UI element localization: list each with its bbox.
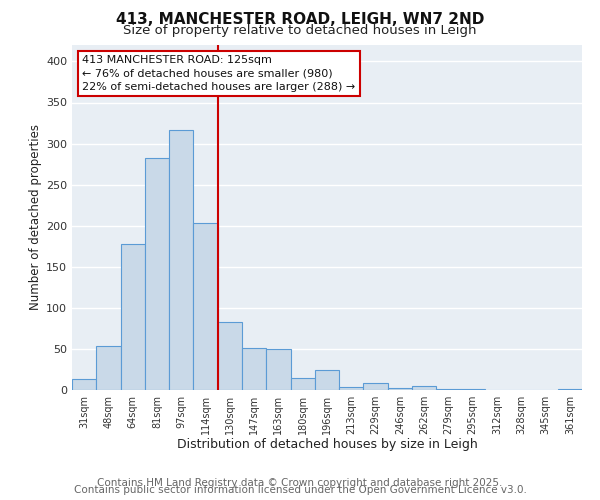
Bar	[266, 349, 290, 390]
Bar	[121, 244, 145, 390]
Bar	[72, 380, 96, 390]
Bar	[315, 370, 339, 390]
Text: 413, MANCHESTER ROAD, LEIGH, WN7 2ND: 413, MANCHESTER ROAD, LEIGH, WN7 2ND	[116, 12, 484, 28]
Bar	[290, 378, 315, 390]
Bar	[218, 322, 242, 390]
Text: Contains public sector information licensed under the Open Government Licence v3: Contains public sector information licen…	[74, 485, 526, 495]
Bar	[558, 389, 582, 390]
Bar	[193, 223, 218, 390]
Bar	[364, 382, 388, 390]
Text: Contains HM Land Registry data © Crown copyright and database right 2025.: Contains HM Land Registry data © Crown c…	[97, 478, 503, 488]
Bar	[96, 346, 121, 390]
Bar	[339, 386, 364, 390]
Bar	[242, 348, 266, 390]
Bar	[461, 389, 485, 390]
X-axis label: Distribution of detached houses by size in Leigh: Distribution of detached houses by size …	[176, 438, 478, 452]
Y-axis label: Number of detached properties: Number of detached properties	[29, 124, 42, 310]
Bar	[388, 388, 412, 390]
Text: 413 MANCHESTER ROAD: 125sqm
← 76% of detached houses are smaller (980)
22% of se: 413 MANCHESTER ROAD: 125sqm ← 76% of det…	[82, 56, 355, 92]
Bar	[169, 130, 193, 390]
Text: Size of property relative to detached houses in Leigh: Size of property relative to detached ho…	[123, 24, 477, 37]
Bar	[436, 389, 461, 390]
Bar	[145, 158, 169, 390]
Bar	[412, 386, 436, 390]
